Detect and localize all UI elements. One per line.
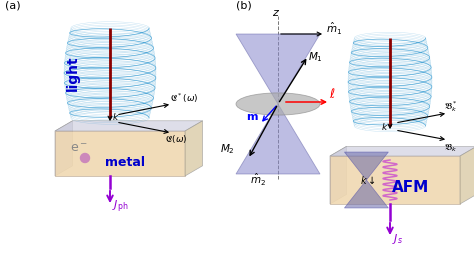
Text: $\hat{m}_2$: $\hat{m}_2$: [250, 172, 266, 188]
Text: e$^-$: e$^-$: [70, 142, 88, 155]
Text: metal: metal: [105, 156, 145, 168]
Polygon shape: [330, 146, 346, 204]
Text: $\mathfrak{B}^*_k$: $\mathfrak{B}^*_k$: [444, 99, 458, 114]
Text: $\mathfrak{B}_k$: $\mathfrak{B}_k$: [444, 142, 457, 153]
Ellipse shape: [236, 93, 320, 115]
Text: $J_{\mathrm{ph}}$: $J_{\mathrm{ph}}$: [112, 198, 128, 215]
Text: $k$: $k$: [381, 121, 389, 132]
Polygon shape: [55, 131, 185, 176]
Text: light: light: [66, 55, 80, 91]
Polygon shape: [236, 34, 320, 104]
Text: $\mathfrak{E}^*(\omega)$: $\mathfrak{E}^*(\omega)$: [170, 92, 198, 105]
Text: (a): (a): [5, 1, 21, 11]
Text: $z$: $z$: [272, 8, 280, 18]
Polygon shape: [345, 152, 388, 180]
Polygon shape: [185, 121, 202, 176]
Text: $M_1$: $M_1$: [308, 50, 323, 64]
Text: $k\downarrow$: $k\downarrow$: [360, 175, 376, 186]
Text: $\mathbf{m}$: $\mathbf{m}$: [246, 112, 259, 122]
Polygon shape: [330, 156, 460, 204]
Text: (b): (b): [236, 1, 252, 11]
Polygon shape: [55, 121, 73, 176]
Text: AFM: AFM: [392, 180, 429, 195]
Polygon shape: [55, 121, 202, 131]
Text: $\hat{m}_1$: $\hat{m}_1$: [326, 21, 342, 37]
Text: $\ell$: $\ell$: [329, 87, 336, 101]
Text: $k$: $k$: [112, 111, 119, 122]
Polygon shape: [330, 146, 474, 156]
Polygon shape: [345, 180, 388, 208]
Text: $\mathfrak{E}(\omega)$: $\mathfrak{E}(\omega)$: [165, 133, 187, 145]
Text: $M_2$: $M_2$: [220, 142, 235, 156]
Circle shape: [81, 153, 90, 163]
Polygon shape: [460, 146, 474, 204]
Polygon shape: [236, 104, 320, 174]
Text: $J_s$: $J_s$: [392, 232, 403, 246]
